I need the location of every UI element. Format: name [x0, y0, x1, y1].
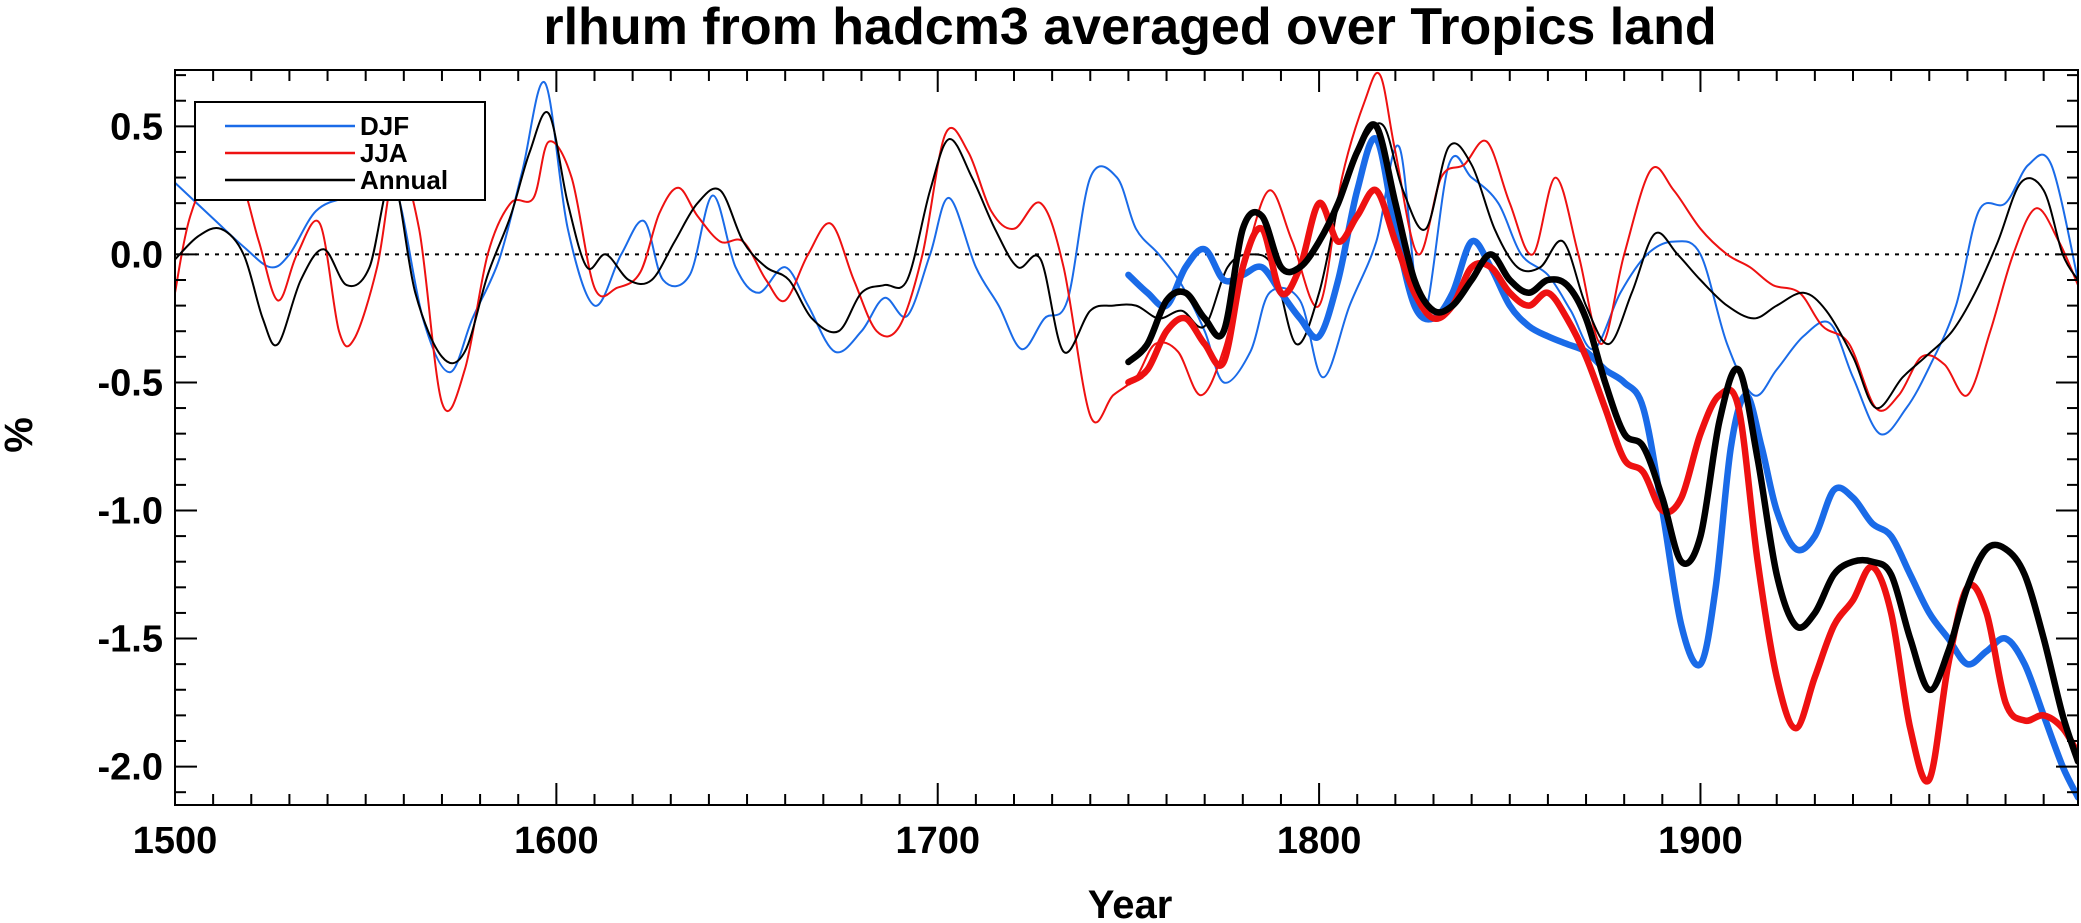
- x-tick-label: 1600: [514, 820, 599, 862]
- series-line-djf: [175, 81, 2078, 436]
- y-tick-label: -1.0: [98, 490, 163, 532]
- plot-frame: [174, 69, 2079, 806]
- legend-box: [194, 101, 486, 201]
- chart-title: rlhum from hadcm3 averaged over Tropics …: [543, 0, 1716, 56]
- legend-label-djf: DJF: [360, 111, 409, 141]
- x-tick-label: 1500: [133, 820, 218, 862]
- legend-label-annual: Annual: [360, 165, 448, 195]
- y-tick-label: -0.5: [98, 362, 163, 404]
- series-line-djf-thick: [1125, 135, 2078, 801]
- y-tick-label: -1.5: [98, 619, 163, 661]
- x-tick-label: 1800: [1277, 820, 1362, 862]
- series-line-annual: [175, 111, 2078, 410]
- axes-layer: 1500 1600 1700 1800 1900 0.5 0.0 -0.5 -1.0 -1.5 -2…: [98, 69, 2079, 862]
- legend-label-jja: JJA: [360, 138, 408, 168]
- series-line-annual-thick: [1125, 121, 2078, 765]
- x-tick-label: 1900: [1658, 820, 1743, 862]
- x-tick-label: 1700: [895, 820, 980, 862]
- y-tick-label: -2.0: [98, 747, 163, 789]
- series-line-jja-thick: [1125, 186, 2078, 785]
- series-line-jja: [175, 72, 2078, 424]
- y-tick-label: 0.0: [110, 234, 163, 276]
- y-axis-label: %: [0, 417, 41, 453]
- x-axis-label: Year: [1088, 883, 1173, 923]
- y-tick-label: 0.5: [110, 106, 163, 148]
- series-layer: [175, 72, 2078, 801]
